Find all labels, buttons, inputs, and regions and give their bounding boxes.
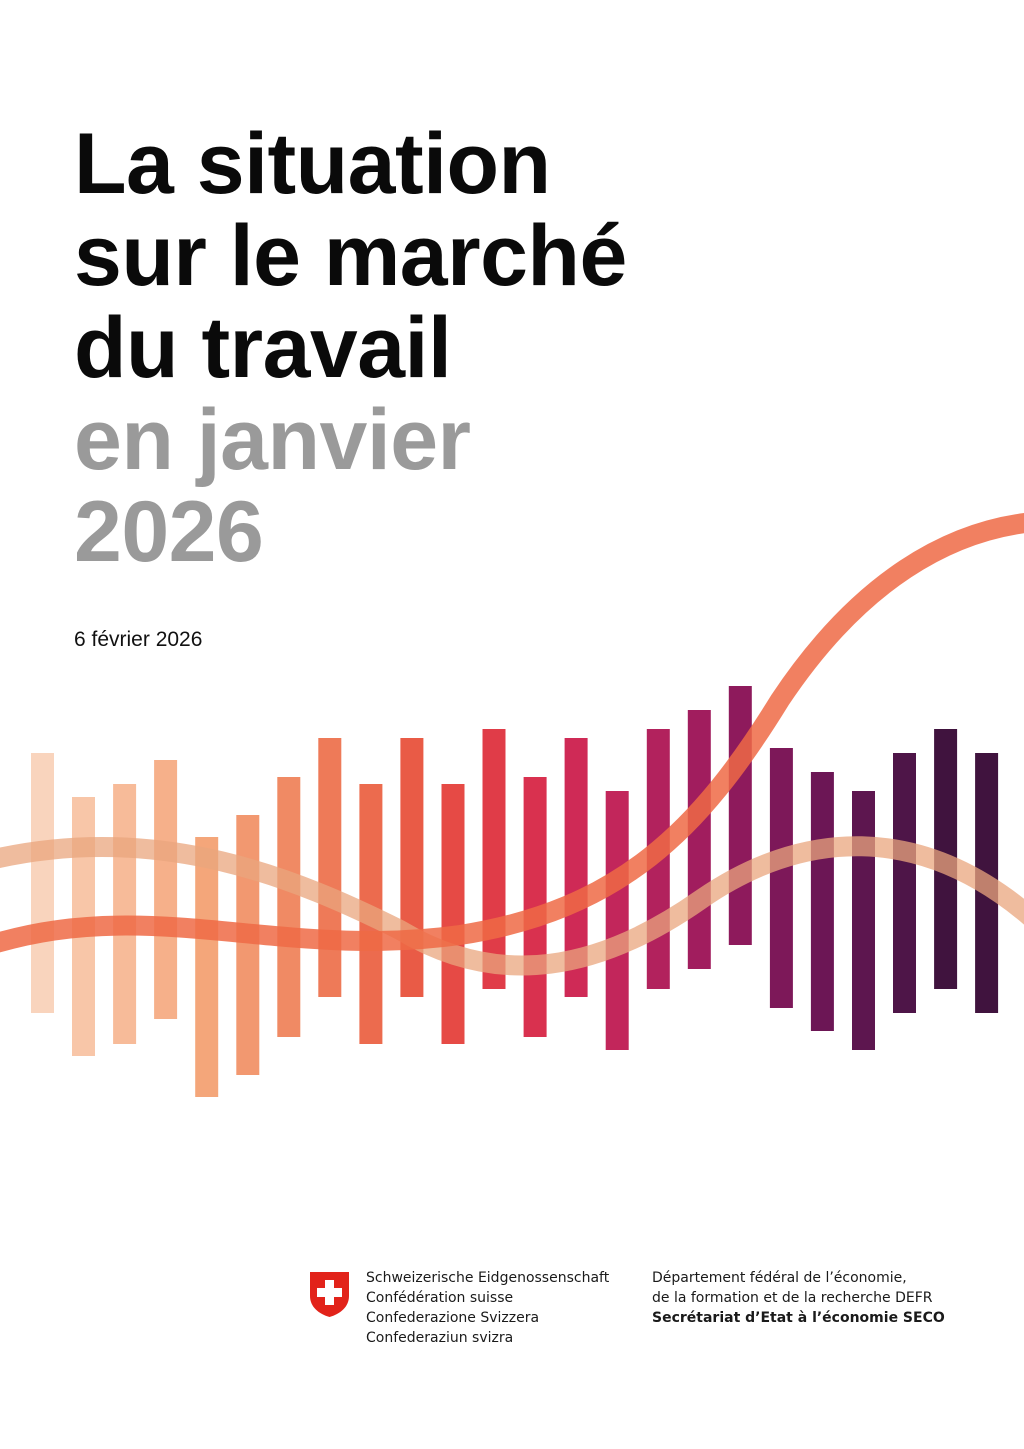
department-line: de la formation et de la recherche DEFR (652, 1290, 933, 1306)
decorative-bar (318, 738, 342, 997)
department-names: Département fédéral de l’économie, de la… (652, 1268, 945, 1328)
decorative-bar (400, 738, 424, 997)
secretariat-line: Secrétariat d’Etat à l’économie SECO (652, 1310, 945, 1326)
swiss-cross-shield-icon (310, 1272, 349, 1317)
confederation-line: Confédération suisse (366, 1290, 514, 1306)
decorative-bar (277, 777, 301, 1037)
decorative-bar (195, 837, 219, 1097)
decorative-bar (852, 791, 875, 1050)
decorative-bar (564, 738, 588, 997)
decorative-bar (154, 760, 178, 1019)
decorative-bar (893, 753, 916, 1013)
decorative-wave-graphic (0, 513, 1024, 1097)
confederation-line: Confederazione Svizzera (366, 1310, 540, 1326)
confederation-line: Confederaziun svizra (366, 1330, 514, 1346)
decorative-bar (236, 815, 260, 1075)
decorative-bar (605, 791, 629, 1050)
publication-date: 6 février 2026 (74, 628, 203, 651)
subtitle-line: en janvier (74, 392, 471, 488)
decorative-bar (769, 748, 793, 1008)
decorative-bar (31, 753, 54, 1013)
title-line: La situation (74, 116, 551, 212)
report-title: La situation sur le marché du travail en… (74, 118, 627, 578)
decorative-bar (810, 772, 834, 1031)
decorative-bar (482, 729, 506, 989)
title-line: sur le marché (74, 208, 627, 304)
title-line: du travail (74, 300, 452, 396)
confederation-names: Schweizerische Eidgenossenschaft Confédé… (366, 1268, 609, 1348)
department-line: Département fédéral de l’économie, (652, 1270, 907, 1286)
decorative-bar (687, 710, 711, 969)
subtitle-line: 2026 (74, 484, 264, 580)
footer: Schweizerische Eidgenossenschaft Confédé… (308, 1268, 1008, 1358)
decorative-bar (113, 784, 137, 1044)
beige-wave-curve (0, 836, 1024, 976)
confederation-line: Schweizerische Eidgenossenschaft (366, 1270, 610, 1286)
red-wave-curve (0, 513, 1024, 953)
decorative-bar (728, 686, 752, 945)
decorative-bar (441, 784, 465, 1044)
